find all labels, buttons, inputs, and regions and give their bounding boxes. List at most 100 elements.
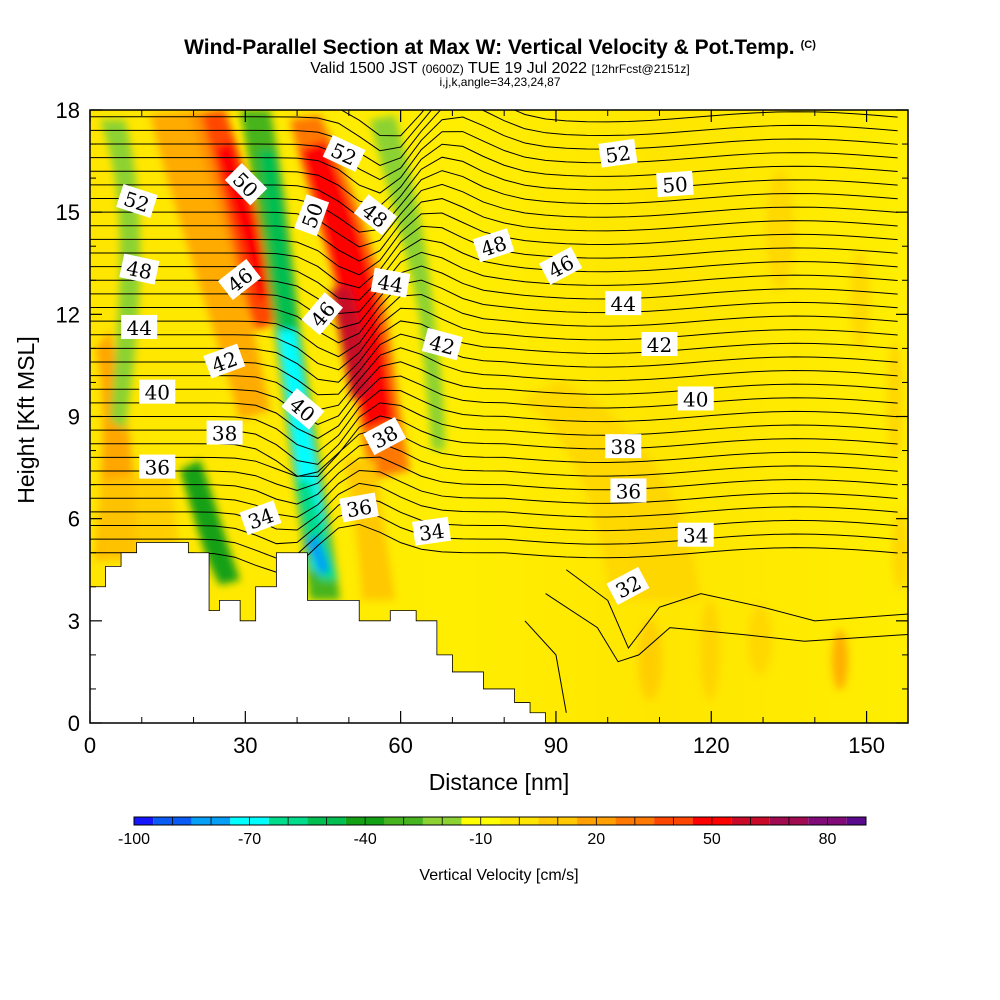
section-indices: i,j,k,angle=34,23,24,87 [439, 75, 561, 89]
valid-date: TUE 19 Jul 2022 [467, 60, 588, 77]
updraft-east-column [345, 460, 395, 600]
theta-label-text: 44 [376, 270, 405, 298]
theta-contour-label: 44 [370, 267, 411, 298]
theta-contour-line [90, 198, 898, 262]
y-axis-title: Height [Kft MSL] [13, 336, 39, 503]
downdraft-teal [295, 480, 338, 580]
theta-contour-label: 34 [677, 522, 714, 548]
weak-updraft-east-5 [832, 630, 848, 690]
chart-subtitle: Valid 1500 JST (0600Z) TUE 19 Jul 2022 [… [0, 60, 1000, 78]
colorbar-tick-label: -40 [354, 831, 377, 848]
x-tick-label: 120 [693, 733, 730, 758]
x-axis-title: Distance [nm] [429, 769, 570, 795]
theta-contour-line [90, 307, 898, 371]
downdraft-blue [306, 535, 330, 575]
theta-label-box [539, 246, 583, 285]
theta-contour-line [90, 156, 898, 219]
theta-label-box [598, 138, 638, 168]
chart-title-text: Wind-Parallel Section at Max W: Vertical… [184, 36, 795, 59]
theta-label-box [139, 379, 176, 404]
x-tick-label: 0 [84, 733, 96, 758]
theta-contour-line [90, 170, 898, 233]
theta-contour-label: 40 [281, 388, 325, 430]
theta-label-text: 36 [345, 494, 374, 522]
theta-label-box [353, 194, 397, 236]
theta-contour-line [90, 496, 898, 545]
theta-label-box [606, 566, 650, 605]
theta-label-box [217, 258, 262, 301]
colorbar-tick-label: -10 [469, 831, 492, 848]
theta-label-box [239, 500, 282, 536]
x-tick-label: 60 [388, 733, 412, 758]
theta-contour-label: 38 [206, 420, 243, 446]
colorbar: -100 -70 -40 -10 20 50 80 [118, 816, 867, 848]
theta-contour-line [524, 620, 567, 713]
theta-label-text: 36 [145, 456, 170, 480]
theta-label-box [322, 134, 366, 172]
y-tick-label: 6 [68, 507, 80, 532]
x-tick-label: 90 [544, 733, 568, 758]
theta-label-box [363, 417, 407, 456]
x-tick-label: 30 [233, 733, 257, 758]
y-tick-label: 18 [56, 98, 80, 123]
colorbar-tick-label: 50 [703, 831, 721, 848]
theta-contour-line [545, 593, 908, 663]
colorbar-tick-label: 80 [819, 831, 837, 848]
theta-label-box [412, 516, 452, 546]
theta-label-box [206, 420, 243, 445]
theta-label-text: 34 [683, 524, 708, 548]
theta-contour-label: 42 [421, 327, 463, 361]
theta-contour-label: 38 [605, 434, 642, 459]
theta-label-box [610, 478, 647, 503]
theta-label-box [472, 228, 515, 263]
theta-label-box [301, 292, 343, 336]
theta-label-box [281, 388, 325, 430]
theta-contour-line [90, 389, 898, 453]
theta-label-text: 40 [683, 387, 708, 411]
theta-contour-line [90, 361, 898, 425]
terrain-mask [90, 542, 908, 723]
theta-contour-line [90, 509, 898, 559]
updraft-left-lower [100, 470, 180, 560]
theta-contour-label: 36 [339, 492, 379, 522]
downdraft-east-green [370, 115, 445, 450]
potential-temperature-contours [90, 110, 908, 713]
downdraft-left-green-2 [180, 460, 240, 585]
theta-label-box [224, 163, 268, 206]
theta-contour-line [90, 294, 898, 358]
chart-title: Wind-Parallel Section at Max W: Vertical… [0, 36, 1000, 60]
theta-label-text: 52 [604, 141, 633, 168]
theta-label-text: 44 [611, 292, 636, 316]
y-tick-label: 0 [68, 711, 80, 736]
theta-contour-line [90, 110, 898, 166]
theta-label-box [116, 184, 158, 218]
theta-label-box [370, 267, 411, 298]
y-tick-label: 12 [56, 302, 80, 327]
theta-contour-line [90, 523, 898, 573]
weak-updraft-east-4 [748, 605, 772, 675]
theta-contour-line [90, 428, 898, 478]
copyright-mark: (C) [800, 39, 816, 51]
valid-time: Valid 1500 JST [310, 60, 418, 77]
theta-contour-label: 44 [121, 314, 158, 340]
weak-updraft-east-7 [850, 250, 870, 350]
theta-contour-label: 52 [598, 138, 638, 168]
colorbar-label: Vertical Velocity [cm/s] [419, 867, 578, 884]
theta-contour-line [90, 238, 898, 301]
theta-contour-line [90, 456, 898, 505]
theta-label-text: 38 [212, 422, 237, 446]
theta-contour-line [90, 131, 898, 194]
theta-contour-line [90, 347, 898, 411]
theta-contour-line [90, 375, 898, 439]
weak-updraft-east-9 [892, 510, 908, 590]
theta-contour-line [90, 279, 898, 344]
y-tick-label: 9 [68, 405, 80, 430]
y-tick-label: 3 [68, 609, 80, 634]
theta-label-box [121, 314, 158, 339]
theta-label-text: 34 [417, 519, 446, 546]
y-tick-label: 15 [56, 200, 80, 225]
forecast-run: [12hrFcst@2151z] [591, 62, 690, 76]
theta-contour-label: 42 [641, 331, 678, 357]
